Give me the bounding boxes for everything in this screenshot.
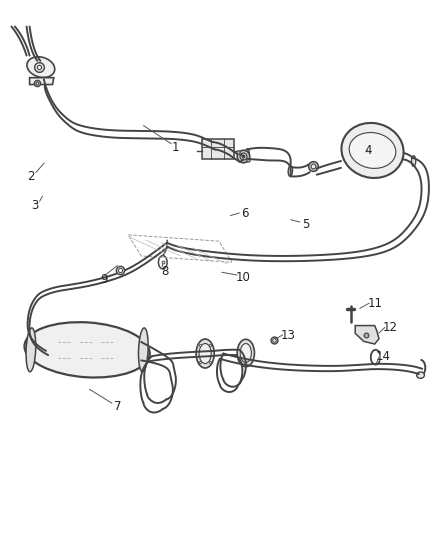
Ellipse shape — [240, 343, 251, 362]
Ellipse shape — [342, 123, 403, 178]
Text: 2: 2 — [27, 171, 35, 183]
Ellipse shape — [25, 322, 150, 377]
Ellipse shape — [245, 149, 249, 159]
Ellipse shape — [411, 156, 416, 166]
Text: 6: 6 — [241, 207, 249, 220]
Polygon shape — [355, 326, 379, 344]
Ellipse shape — [417, 372, 424, 378]
FancyBboxPatch shape — [202, 139, 234, 159]
Text: 9: 9 — [101, 273, 108, 286]
Text: 10: 10 — [235, 271, 250, 284]
Ellipse shape — [199, 343, 211, 364]
Text: 3: 3 — [32, 199, 39, 212]
Text: 11: 11 — [367, 297, 382, 310]
Text: 7: 7 — [113, 400, 121, 413]
Text: 12: 12 — [382, 321, 397, 334]
Text: 14: 14 — [376, 350, 391, 362]
Polygon shape — [30, 78, 54, 85]
Ellipse shape — [27, 57, 55, 77]
Ellipse shape — [196, 339, 214, 368]
Ellipse shape — [237, 340, 254, 367]
Text: 5: 5 — [302, 218, 309, 231]
Text: 8: 8 — [161, 265, 169, 278]
Ellipse shape — [349, 133, 396, 168]
Text: 13: 13 — [281, 328, 296, 342]
Ellipse shape — [26, 328, 36, 372]
Ellipse shape — [138, 328, 148, 372]
Text: 1: 1 — [172, 141, 180, 155]
Ellipse shape — [288, 166, 293, 176]
Text: 4: 4 — [364, 144, 372, 157]
